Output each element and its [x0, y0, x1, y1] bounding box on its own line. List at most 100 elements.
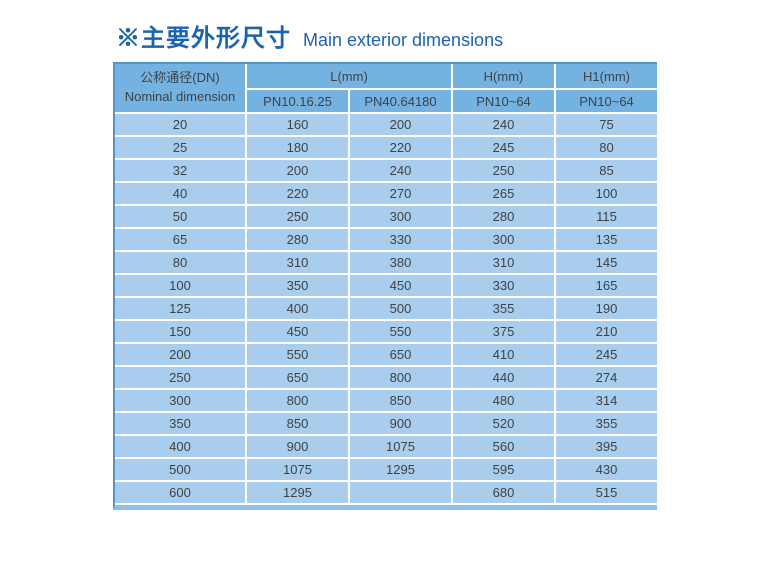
- table-cell: 240: [452, 113, 557, 137]
- table-row: 25 180 220 245 80: [115, 136, 658, 160]
- table-cell: 550: [349, 320, 454, 344]
- table-row: 300 800 850 480 314: [115, 389, 658, 413]
- table-body: 20 160 200 240 75 25 180 220 245 80 32 200 240 250 85 4…: [115, 113, 658, 505]
- table-row: 20 160 200 240 75: [115, 113, 658, 137]
- table-cell: 240: [349, 159, 454, 183]
- table-cell: 100: [555, 182, 658, 206]
- table-cell: 800: [349, 366, 454, 390]
- table-cell: 25: [115, 136, 247, 160]
- table-cell: 395: [555, 435, 658, 459]
- table-cell: 500: [115, 458, 247, 482]
- table-cell: 250: [452, 159, 557, 183]
- table-row: 80 310 380 310 145: [115, 251, 658, 275]
- table-cell: 150: [115, 320, 247, 344]
- table-cell: 135: [555, 228, 658, 252]
- table-row: 600 1295 680 515: [115, 481, 658, 505]
- table-cell: 50: [115, 205, 247, 229]
- table-cell: 300: [452, 228, 557, 252]
- table-cell: 160: [246, 113, 350, 137]
- table-cell: 430: [555, 458, 658, 482]
- table-cell: 32: [115, 159, 247, 183]
- table-cell: 65: [115, 228, 247, 252]
- table-cell: 250: [115, 366, 247, 390]
- table-cell: 480: [452, 389, 557, 413]
- table-row: 125 400 500 355 190: [115, 297, 658, 321]
- header-H: H(mm): [452, 64, 557, 90]
- table-cell: 450: [246, 320, 350, 344]
- header-H-pn10-64: PN10~64: [452, 89, 557, 114]
- header-row-subcolumns: PN10.16.25 PN40.64180 PN10~64 PN10~64: [115, 89, 658, 114]
- table-cell: 310: [452, 251, 557, 275]
- table-cell: 270: [349, 182, 454, 206]
- table-cell: 200: [246, 159, 350, 183]
- table-cell: 300: [115, 389, 247, 413]
- table-cell: 200: [349, 113, 454, 137]
- table-cell: 190: [555, 297, 658, 321]
- table-row: 250 650 800 440 274: [115, 366, 658, 390]
- header-group-L: L(mm): [246, 64, 454, 90]
- header-L-pn10-16-25: PN10.16.25: [246, 89, 350, 114]
- table-cell: 650: [246, 366, 350, 390]
- page-title: ※主要外形尺寸 Main exterior dimensions: [116, 18, 503, 53]
- table-cell: 250: [246, 205, 350, 229]
- table-row: 50 250 300 280 115: [115, 205, 658, 229]
- table-cell: 220: [349, 136, 454, 160]
- table-cell: 900: [246, 435, 350, 459]
- page-title-chinese: ※主要外形尺寸: [116, 25, 291, 52]
- table-row: 65 280 330 300 135: [115, 228, 658, 252]
- table-cell: 310: [246, 251, 350, 275]
- table-cell: [349, 481, 454, 505]
- table-cell: 1295: [349, 458, 454, 482]
- table-cell: 1295: [246, 481, 350, 505]
- header-H1: H1(mm): [555, 64, 658, 90]
- table-row: 500 1075 1295 595 430: [115, 458, 658, 482]
- header-L-pn40-64180: PN40.64180: [349, 89, 454, 114]
- table-cell: 85: [555, 159, 658, 183]
- table-cell: 355: [555, 412, 658, 436]
- table-cell: 314: [555, 389, 658, 413]
- table-cell: 500: [349, 297, 454, 321]
- table-cell: 560: [452, 435, 557, 459]
- header-nominal-dimension-en: Nominal dimension: [124, 89, 236, 104]
- table-cell: 330: [349, 228, 454, 252]
- table-cell: 350: [115, 412, 247, 436]
- header-nominal-dimension-zh: 公称通径(DN): [140, 70, 220, 86]
- dimensions-table-frame: 公称通径(DN) Nominal dimension L(mm) H(mm) H…: [113, 62, 658, 510]
- table-cell: 400: [115, 435, 247, 459]
- table-cell: 100: [115, 274, 247, 298]
- table-row: 100 350 450 330 165: [115, 274, 658, 298]
- table-cell: 75: [555, 113, 658, 137]
- header-nominal-dimension: 公称通径(DN) Nominal dimension: [115, 64, 247, 114]
- table-cell: 440: [452, 366, 557, 390]
- table-cell: 20: [115, 113, 247, 137]
- table-cell: 280: [452, 205, 557, 229]
- dimensions-table: 公称通径(DN) Nominal dimension L(mm) H(mm) H…: [115, 64, 658, 505]
- table-cell: 1075: [246, 458, 350, 482]
- table-cell: 355: [452, 297, 557, 321]
- page-title-english: Main exterior dimensions: [303, 30, 504, 50]
- table-cell: 800: [246, 389, 350, 413]
- table-cell: 380: [349, 251, 454, 275]
- table-cell: 245: [555, 343, 658, 367]
- table-cell: 350: [246, 274, 350, 298]
- table-cell: 1075: [349, 435, 454, 459]
- table-cell: 680: [452, 481, 557, 505]
- table-cell: 145: [555, 251, 658, 275]
- table-cell: 850: [246, 412, 350, 436]
- table-cell: 595: [452, 458, 557, 482]
- table-row: 40 220 270 265 100: [115, 182, 658, 206]
- table-cell: 330: [452, 274, 557, 298]
- table-cell: 375: [452, 320, 557, 344]
- table-cell: 80: [555, 136, 658, 160]
- table-cell: 80: [115, 251, 247, 275]
- table-cell: 280: [246, 228, 350, 252]
- table-row: 400 900 1075 560 395: [115, 435, 658, 459]
- table-row: 350 850 900 520 355: [115, 412, 658, 436]
- table-cell: 210: [555, 320, 658, 344]
- table-row: 32 200 240 250 85: [115, 159, 658, 183]
- table-cell: 125: [115, 297, 247, 321]
- table-cell: 180: [246, 136, 350, 160]
- header-row-groups: 公称通径(DN) Nominal dimension L(mm) H(mm) H…: [115, 64, 658, 114]
- table-row: 200 550 650 410 245: [115, 343, 658, 367]
